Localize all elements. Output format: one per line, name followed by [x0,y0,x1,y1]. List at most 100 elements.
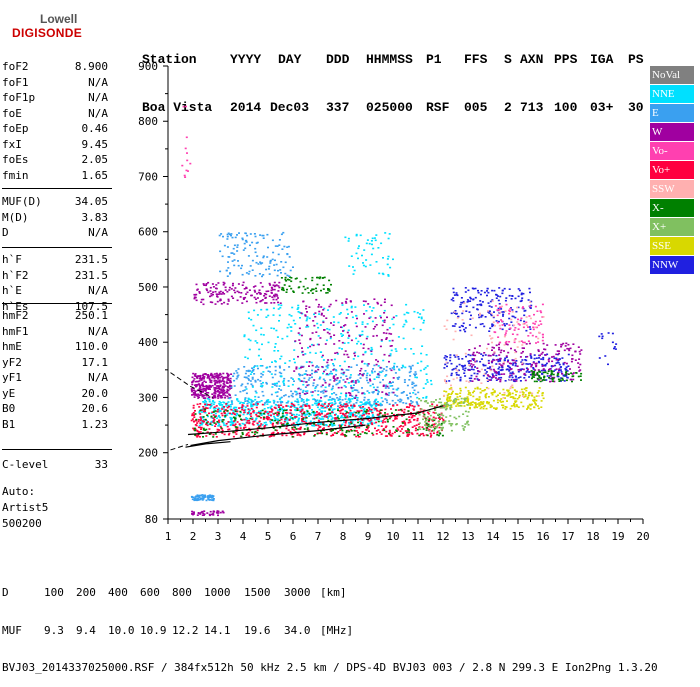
echo-dot [212,396,215,399]
echo-dot [222,408,225,410]
echo-dot [425,417,428,420]
echo-dot [530,365,533,368]
echo-dot [544,354,547,356]
echo-dot [299,409,302,412]
echo-dot [347,399,350,401]
echo-dot [235,408,238,411]
echo-dot [489,327,492,330]
echo-dot [250,371,253,373]
echo-dot [222,401,225,403]
echo-dot [339,409,342,412]
echo-dot [288,256,291,258]
echo-dot [505,297,508,299]
echo-dot [388,392,391,394]
echo-dot [192,404,195,407]
echo-dot [212,414,215,416]
echo-dot [448,420,451,422]
echo-dot [312,412,315,414]
echo-dot [371,414,374,416]
echo-dot [343,403,346,405]
echo-dot [198,380,201,382]
echo-dot [311,292,314,294]
echo-dot [409,366,412,368]
echo-dot [185,136,188,139]
echo-dot [282,424,284,427]
echo-dot [276,295,279,297]
echo-dot [376,301,379,304]
echo-dot [256,436,259,438]
echo-dot [193,499,196,502]
echo-dot [312,288,315,291]
echo-dot [228,405,230,408]
echo-dot [377,247,380,249]
echo-dot [467,289,470,292]
echo-dot [366,390,369,392]
echo-dot [265,383,268,385]
echo-dot [387,255,390,258]
echo-dot [511,372,514,375]
echo-dot [264,302,267,304]
echo-dot [302,380,305,383]
echo-dot [278,244,281,246]
echo-dot [246,400,249,402]
echo-dot [497,307,500,310]
echo-dot [422,418,424,421]
echo-dot [217,422,220,425]
echo-dot [519,319,522,322]
echo-dot [481,390,484,392]
echo-dot [401,421,404,423]
echo-dot [525,321,528,324]
echo-dot [480,406,483,408]
echo-dot [242,419,245,421]
echo-dot [215,385,218,387]
footer-muf-value: 12.2 [172,623,199,637]
echo-dot [344,424,347,427]
echo-dot [510,321,513,323]
echo-dot [437,417,440,419]
echo-dot [274,293,277,296]
echo-dot [282,411,284,413]
echo-dot [557,378,560,381]
echo-dot [352,387,355,389]
echo-dot [214,416,216,418]
echo-dot [501,311,504,313]
echo-dot [414,429,417,432]
echo-dot [415,401,418,403]
echo-dot [492,376,495,378]
echo-dot [457,398,460,401]
echo-dot [511,333,514,335]
echo-dot [315,424,318,426]
echo-dot [355,364,358,366]
echo-dot [430,434,433,436]
echo-dot [267,341,270,344]
echo-dot [484,394,487,396]
echo-dot [567,365,570,367]
echo-dot [523,310,526,312]
echo-dot [474,387,477,390]
echo-dot [265,424,267,426]
echo-dot [412,408,415,410]
echo-dot [362,410,365,413]
echo-dot [381,400,384,403]
echo-dot [460,324,463,327]
echo-dot [328,385,331,387]
echo-dot [306,423,309,426]
echo-dot [565,366,568,368]
echo-dot [395,417,398,420]
echo-dot [527,335,530,337]
echo-dot [402,414,405,416]
echo-dot [425,397,428,399]
echo-dot [191,390,194,393]
echo-dot [290,423,293,426]
echo-dot [247,412,250,414]
echo-dot [244,232,247,235]
echo-dot [353,389,356,391]
echo-dot [571,380,573,383]
echo-dot [234,291,237,294]
echo-dot [259,365,262,367]
echo-dot [218,408,221,410]
echo-dot [204,408,207,411]
echo-dot [296,308,299,310]
echo-dot [407,429,410,431]
echo-dot [443,379,446,381]
